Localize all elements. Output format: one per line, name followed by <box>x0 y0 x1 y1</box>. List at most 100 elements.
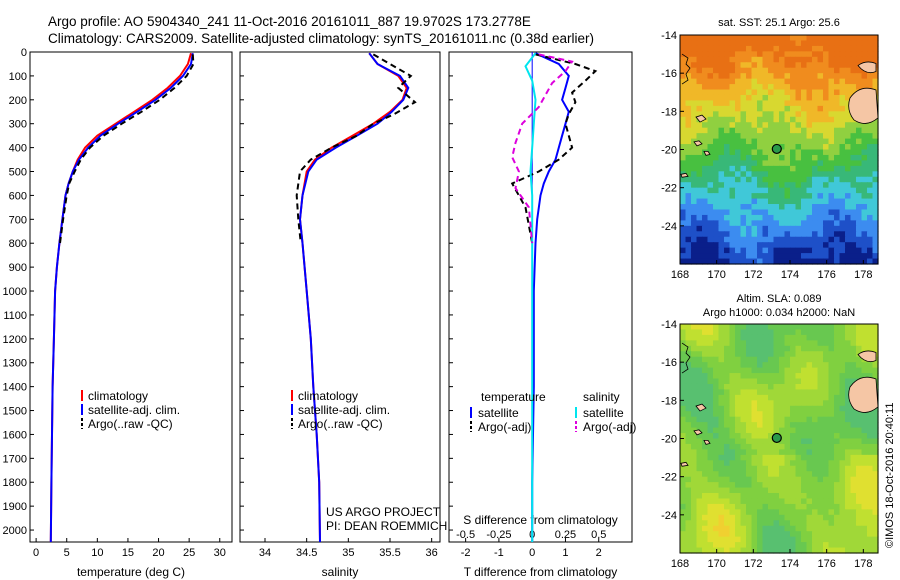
map-cell <box>861 209 868 216</box>
map-cell <box>691 45 698 52</box>
map-cell <box>779 182 786 189</box>
map-cell <box>751 520 758 527</box>
map-cell <box>801 438 808 445</box>
map-cell <box>724 411 731 418</box>
map-cell <box>735 542 742 549</box>
map-cell <box>735 182 742 189</box>
map-cell <box>861 324 868 331</box>
map-cell <box>790 84 797 91</box>
map-cell <box>751 193 758 200</box>
map-cell <box>751 514 758 521</box>
map-cell <box>790 100 797 107</box>
y-tick-label: 400 <box>9 143 27 155</box>
map-cell <box>768 373 775 380</box>
map-cell <box>850 520 857 527</box>
map-cell <box>812 236 819 243</box>
map-cell <box>696 367 703 374</box>
map-cell <box>872 476 879 483</box>
map-cell <box>718 231 725 238</box>
map-cell <box>823 160 830 167</box>
map-cell <box>872 509 879 516</box>
map-cell <box>751 84 758 91</box>
map-cell <box>746 405 753 412</box>
map-cell <box>718 514 725 521</box>
map-cell <box>856 127 863 134</box>
map-cell <box>850 503 857 510</box>
map-cell <box>751 525 758 532</box>
legend-entry: satellite-adj. clim. <box>88 403 180 417</box>
map-cell <box>801 149 808 156</box>
map-cell <box>872 422 879 429</box>
map-cell <box>702 411 709 418</box>
map-cell <box>680 225 687 232</box>
map-cell <box>724 236 731 243</box>
map-cell <box>735 160 742 167</box>
map-cell <box>735 51 742 58</box>
map-cell <box>795 498 802 505</box>
map-cell <box>773 509 780 516</box>
map-cell <box>696 193 703 200</box>
map-cell <box>817 493 824 500</box>
map-cell <box>839 105 846 112</box>
map-cell <box>685 383 692 391</box>
map-cell <box>856 373 863 380</box>
map-cell <box>691 449 698 456</box>
map-cell <box>806 394 813 401</box>
map-cell <box>795 465 802 472</box>
map-cell <box>724 389 731 396</box>
map-cell <box>746 89 753 96</box>
map-cell <box>834 247 841 254</box>
map-cell <box>691 334 698 341</box>
map-cell <box>773 89 780 96</box>
map-cell <box>867 198 874 205</box>
map-cell <box>691 165 698 172</box>
map-cell <box>784 427 791 434</box>
map-cell <box>801 242 808 249</box>
map-cell <box>795 449 802 456</box>
x-tick-label: 176 <box>817 558 835 570</box>
map-cell <box>757 62 764 69</box>
map-cell <box>806 356 813 363</box>
map-cell <box>773 247 780 254</box>
map-cell <box>773 493 780 500</box>
map-cell <box>773 198 780 205</box>
map-cell <box>823 498 830 505</box>
map-cell <box>685 454 692 461</box>
legend-entry: climatology <box>88 389 148 403</box>
map-cell <box>773 514 780 521</box>
map-cell <box>823 443 830 450</box>
map-cell <box>685 247 692 254</box>
map-cell <box>702 493 709 500</box>
map-cell <box>801 443 808 450</box>
map-cell <box>768 340 775 347</box>
map-cell <box>751 67 758 74</box>
map-cell <box>779 351 786 358</box>
map-cell <box>867 367 874 374</box>
map-cell <box>784 411 791 418</box>
map-cell <box>845 356 852 363</box>
map-cell <box>779 438 786 445</box>
map-cell <box>691 345 698 352</box>
map-cell <box>713 40 720 47</box>
map-cell <box>828 165 835 172</box>
map-cell <box>735 247 742 254</box>
map-cell <box>740 351 747 358</box>
map-cell <box>779 258 786 265</box>
map-cell <box>680 209 687 216</box>
map-cell <box>828 525 835 532</box>
map-cell <box>790 40 797 47</box>
map-cell <box>779 193 786 200</box>
map-cell <box>839 133 846 140</box>
map-cell <box>751 247 758 254</box>
map-cell <box>828 40 835 47</box>
map-cell <box>812 367 819 374</box>
map-cell <box>768 67 775 74</box>
map-cell <box>817 411 824 418</box>
map-cell <box>746 493 753 500</box>
y-tick-label: -22 <box>661 183 677 195</box>
map-cell <box>823 378 830 385</box>
map-cell <box>762 187 769 194</box>
map-cell <box>713 449 720 456</box>
map-cell <box>718 154 725 161</box>
map-cell <box>707 198 714 205</box>
